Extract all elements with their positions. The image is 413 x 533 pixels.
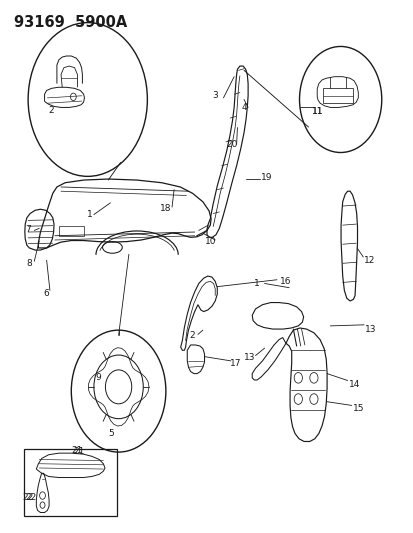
Text: 93169  5900A: 93169 5900A <box>14 14 127 30</box>
Text: 21: 21 <box>73 447 84 456</box>
Text: 1: 1 <box>87 210 93 219</box>
Text: 17: 17 <box>230 359 241 367</box>
Text: 19: 19 <box>260 173 272 182</box>
Bar <box>59 226 83 236</box>
Text: 3: 3 <box>212 91 218 100</box>
Bar <box>322 88 352 103</box>
Text: 18: 18 <box>160 204 171 213</box>
Text: 2: 2 <box>48 106 53 115</box>
Text: 8: 8 <box>26 260 32 268</box>
Text: 13: 13 <box>364 325 375 334</box>
Text: 6: 6 <box>43 288 49 297</box>
Text: 22: 22 <box>22 492 34 502</box>
Text: 20: 20 <box>225 140 237 149</box>
Text: 12: 12 <box>363 256 375 265</box>
Text: 4: 4 <box>241 103 246 112</box>
Text: 22: 22 <box>25 492 36 502</box>
Text: 13: 13 <box>244 353 255 362</box>
Text: 15: 15 <box>353 404 364 413</box>
Text: 21: 21 <box>71 446 83 455</box>
Text: 7: 7 <box>25 225 31 234</box>
Text: 9: 9 <box>95 373 101 382</box>
Text: 16: 16 <box>280 277 291 286</box>
Text: 5: 5 <box>109 429 114 438</box>
Text: 11: 11 <box>311 107 322 116</box>
Text: 2: 2 <box>189 331 195 340</box>
Text: 14: 14 <box>349 379 360 389</box>
Text: 1: 1 <box>253 279 259 288</box>
Text: 10: 10 <box>205 237 216 246</box>
Text: 11: 11 <box>311 107 322 116</box>
Bar <box>24 449 116 516</box>
